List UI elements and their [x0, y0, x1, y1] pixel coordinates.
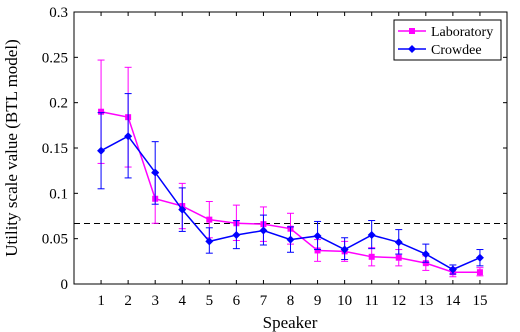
x-tick-label: 14: [445, 293, 461, 309]
x-tick-label: 7: [260, 293, 268, 309]
x-tick-label: 13: [418, 293, 433, 309]
data-point: [206, 216, 213, 223]
x-axis-label: Speaker: [263, 313, 318, 332]
data-point: [98, 108, 105, 115]
data-point: [205, 237, 214, 246]
data-point: [124, 132, 133, 141]
x-tick-label: 6: [233, 293, 241, 309]
data-point: [367, 231, 376, 240]
data-point: [313, 231, 322, 240]
data-point: [151, 168, 160, 177]
x-tick-label: 3: [151, 293, 159, 309]
x-tick-label: 4: [179, 293, 187, 309]
y-axis-label: Utility scale value (BTL model): [2, 39, 21, 256]
legend: Laboratory Crowdee: [393, 19, 502, 61]
data-point: [422, 260, 429, 267]
x-tick-label: 8: [287, 293, 295, 309]
y-tick-label: 0.05: [42, 232, 68, 248]
data-point: [259, 226, 268, 235]
y-tick-label: 0.1: [49, 186, 68, 202]
y-axis: 0 0.05 0.1 0.15 0.2 0.25 0.3: [42, 5, 507, 293]
x-axis: 1 2 3 4 5 6 7 8 9 10 11 12 13 14 15: [97, 12, 487, 309]
data-point: [368, 253, 375, 260]
x-tick-label: 2: [124, 293, 132, 309]
data-point: [97, 146, 106, 155]
data-point: [395, 254, 402, 261]
data-point: [232, 231, 241, 240]
y-tick-label: 0.3: [49, 5, 68, 21]
y-tick-label: 0.25: [42, 50, 68, 66]
x-tick-label: 11: [364, 293, 378, 309]
x-tick-label: 15: [472, 293, 487, 309]
data-point: [476, 269, 483, 276]
data-point: [178, 205, 187, 214]
x-tick-label: 12: [391, 293, 406, 309]
data-point: [448, 265, 457, 274]
data-point: [286, 235, 295, 244]
legend-marker-crowdee: [408, 45, 416, 53]
legend-label-crowdee: Crowdee: [431, 43, 482, 58]
y-tick-label: 0.15: [42, 141, 68, 157]
legend-label-laboratory: Laboratory: [431, 25, 493, 40]
series-crowdee: [97, 93, 484, 275]
y-tick-label: 0: [61, 277, 69, 293]
data-point: [394, 238, 403, 247]
data-point: [314, 247, 321, 254]
x-tick-label: 9: [314, 293, 322, 309]
x-tick-label: 5: [206, 293, 214, 309]
legend-box: [393, 19, 502, 61]
data-point: [340, 245, 349, 254]
series-layer: [97, 59, 484, 278]
data-point: [421, 250, 430, 259]
y-tick-label: 0.2: [49, 96, 68, 112]
data-point: [475, 253, 484, 262]
legend-marker-laboratory: [409, 28, 415, 34]
x-tick-label: 10: [337, 293, 352, 309]
x-tick-label: 1: [97, 293, 105, 309]
